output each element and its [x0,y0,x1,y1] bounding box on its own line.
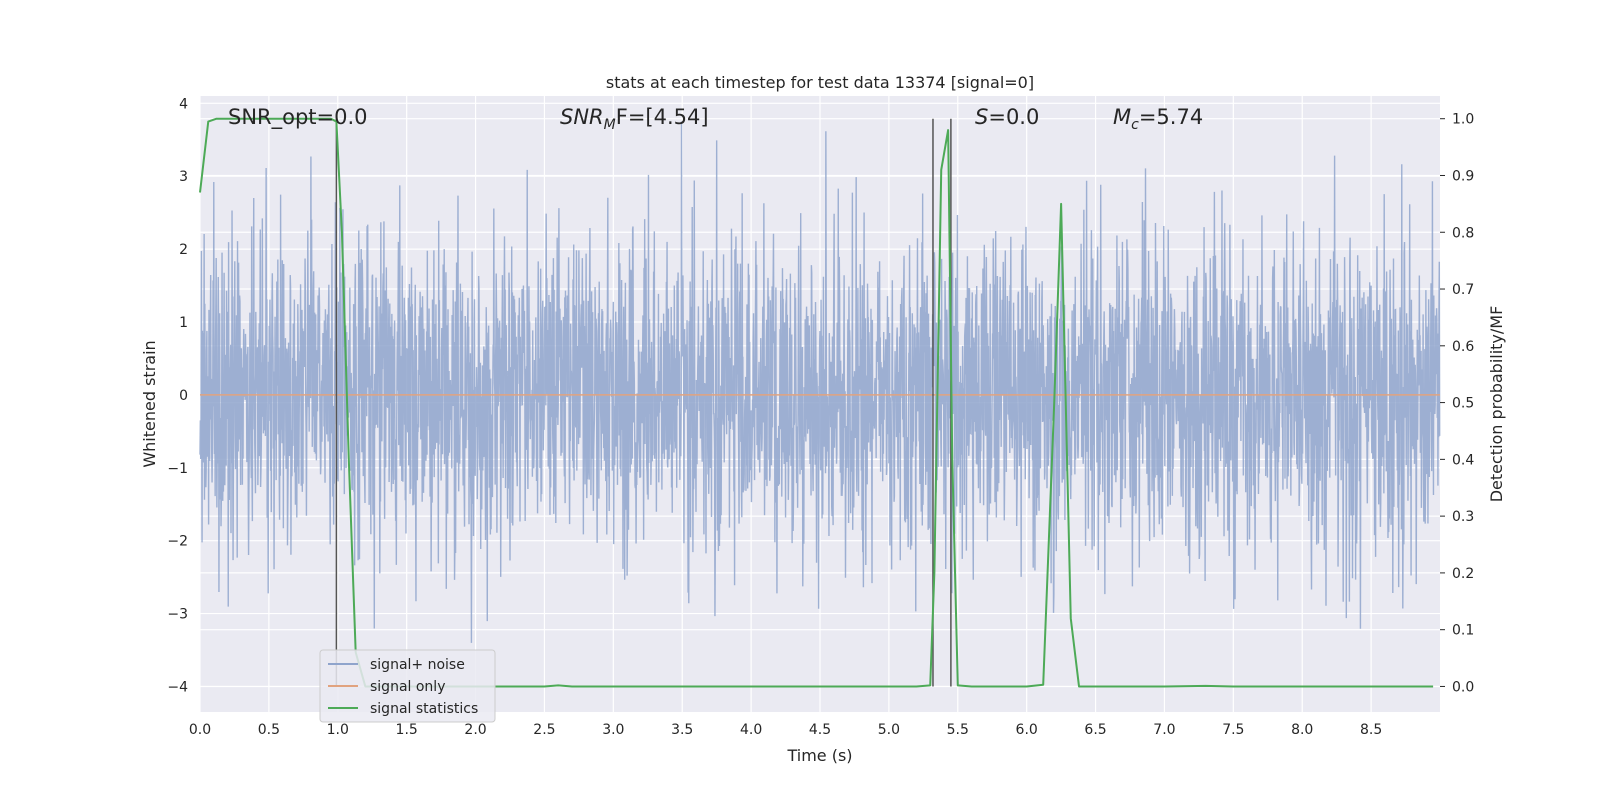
x-tick-label: 7.5 [1222,722,1244,738]
y-tick-label: −1 [167,461,188,477]
y-axis-label: Whitened strain [140,340,159,467]
y-tick-label: −3 [167,607,188,623]
annotation-mc-main: M [1113,105,1131,129]
x-tick-label: 5.0 [878,722,900,738]
y2-tick-label: 0.2 [1452,566,1474,582]
series-signal-statistics [199,117,1434,688]
annotation-snr-mf-rest: F=[4.54] [616,105,709,129]
x-tick-label: 1.0 [327,722,349,738]
x-tick-label: 2.0 [464,722,486,738]
y2-tick-label: 0.6 [1452,339,1474,355]
x-tick-label: 3.0 [602,722,624,738]
y-tick-label: 0 [179,388,188,404]
x-tick-label: 4.5 [809,722,831,738]
y2-tick-label: 1.0 [1452,112,1474,128]
y-tick-label: 1 [179,315,188,331]
annotation-mc: Mc=5.74 [1113,105,1203,133]
chart-title: stats at each timestep for test data 133… [606,73,1034,92]
x-tick-label: 4.0 [740,722,762,738]
y-tick-label: 3 [179,169,188,185]
annotation-snr-mf-main: SNR [560,105,604,129]
annotation-s: S=0.0 [975,105,1039,129]
x-tick-label: 8.5 [1360,722,1382,738]
legend: signal+ noise signal only signal statist… [319,649,496,723]
probability-line [199,117,1434,688]
legend-label-signal-noise: signal+ noise [370,657,465,673]
annotation-snr-mf: SNRMF=[4.54] [560,105,709,133]
legend-box [319,649,496,723]
y-tick-label: 2 [179,242,188,258]
y2-tick-label: 0.5 [1452,396,1474,412]
x-tick-label: 8.0 [1291,722,1313,738]
annotation-s-main: S [975,105,988,129]
annotation-snr-opt: SNR_opt=0.0 [228,105,368,130]
x-tick-label: 1.5 [396,722,418,738]
x-tick-label: 3.5 [671,722,693,738]
annotation-mc-rest: =5.74 [1139,105,1203,129]
y2-axis-label: Detection probability/MF [1487,306,1506,503]
x-tick-label: 7.0 [1153,722,1175,738]
y-tick-label: 4 [179,96,188,112]
legend-label-signal-statistics: signal statistics [370,701,478,717]
y2-tick-label: 0.9 [1452,168,1474,184]
x-tick-label: 6.5 [1084,722,1106,738]
x-axis-label: Time (s) [786,746,852,765]
y-tick-label: −2 [167,534,188,550]
x-tick-label: 6.0 [1016,722,1038,738]
y-tick-label: −4 [167,679,188,695]
annotation-mc-sub: c [1131,117,1139,133]
annotation-snr-mf-sub: M [604,117,616,133]
series-signal-noise [199,121,1441,643]
y2-tick-label: 0.3 [1452,509,1474,525]
noise-line [199,121,1441,643]
y2-tick-label: 0.7 [1452,282,1474,298]
x-tick-label: 2.5 [533,722,555,738]
x-tick-label: 0.5 [258,722,280,738]
axis-ticks: 0.0 0.5 1.0 1.5 2.0 2.5 3.0 3.5 4.0 4.5 5.0 5.5 6.0 6… [167,96,1474,738]
x-tick-label: 0.0 [189,722,211,738]
y2-tick-label: 0.1 [1452,623,1474,639]
y2-tick-label: 0.0 [1452,679,1474,695]
x-tick-label: 5.5 [947,722,969,738]
legend-label-signal-only: signal only [370,679,445,695]
y2-tick-label: 0.8 [1452,225,1474,241]
y2-tick-label: 0.4 [1452,452,1474,468]
annotation-s-rest: =0.0 [988,105,1039,129]
